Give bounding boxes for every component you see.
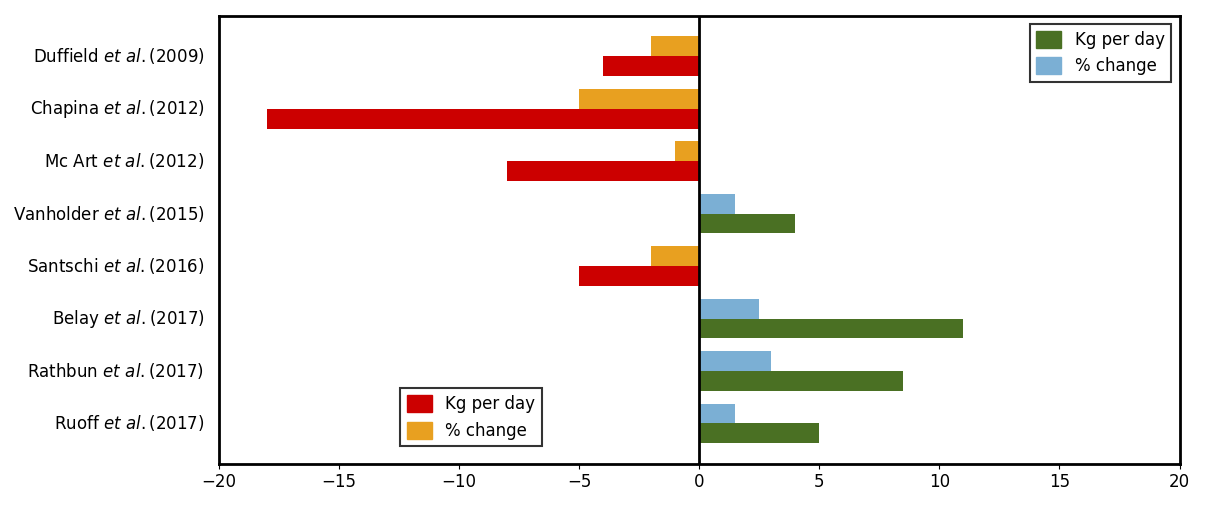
Legend: Kg per day, % change: Kg per day, % change xyxy=(400,388,542,446)
Text: Duffield $\it{et\ al.}$(2009): Duffield $\it{et\ al.}$(2009) xyxy=(33,46,204,66)
Bar xyxy=(699,299,759,318)
Text: Rathbun $\it{et\ al.}$(2017): Rathbun $\it{et\ al.}$(2017) xyxy=(28,361,204,381)
Bar xyxy=(699,318,963,338)
Bar xyxy=(652,36,699,56)
Text: Vanholder $\it{et\ al.}$(2015): Vanholder $\it{et\ al.}$(2015) xyxy=(13,203,204,223)
Bar xyxy=(699,404,736,424)
Bar xyxy=(699,193,736,213)
Text: Ruoff $\it{et\ al.}$(2017): Ruoff $\it{et\ al.}$(2017) xyxy=(54,414,204,433)
Text: Mc Art $\it{et\ al.}$(2012): Mc Art $\it{et\ al.}$(2012) xyxy=(44,151,204,171)
Bar xyxy=(699,213,795,233)
Text: Belay $\it{et\ al.}$(2017): Belay $\it{et\ al.}$(2017) xyxy=(51,307,204,329)
Bar xyxy=(699,351,771,371)
Bar xyxy=(675,141,699,161)
Bar xyxy=(579,266,699,286)
Bar xyxy=(699,371,903,391)
Bar xyxy=(579,89,699,109)
Bar xyxy=(699,424,820,443)
Bar xyxy=(603,56,699,76)
Text: Chapina $\it{et\ al.}$(2012): Chapina $\it{et\ al.}$(2012) xyxy=(29,97,204,120)
Bar xyxy=(652,246,699,266)
Text: Santschi $\it{et\ al.}$(2016): Santschi $\it{et\ al.}$(2016) xyxy=(27,256,204,276)
Bar xyxy=(268,109,699,129)
Bar xyxy=(507,161,699,181)
